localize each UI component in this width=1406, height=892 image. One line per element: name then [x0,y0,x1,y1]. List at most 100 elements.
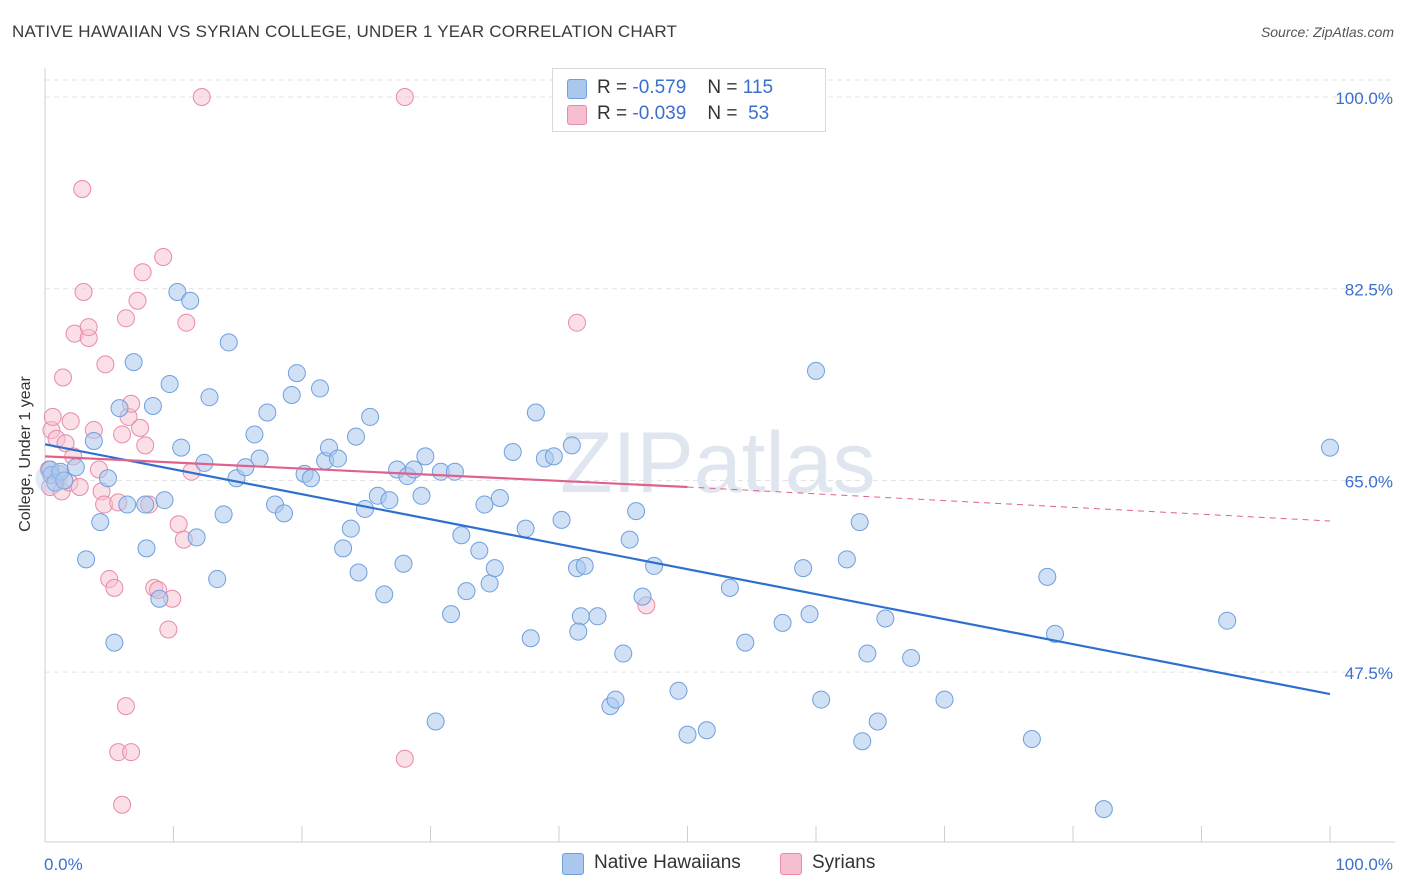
data-point-syrians [96,355,115,374]
data-point-native-hawaiians [426,712,445,731]
data-point-native-hawaiians [98,469,117,488]
r-label: R = [597,103,628,124]
data-point-native-hawaiians [346,427,365,446]
data-point-native-hawaiians [394,554,413,573]
data-point-syrians [395,88,414,106]
n-label: N = [707,103,738,124]
y-tick-label: 65.0% [1345,472,1393,491]
data-point-native-hawaiians [678,725,697,744]
data-point-native-hawaiians [155,491,174,510]
trend-line-syrians-extension [687,486,1331,522]
pink-swatch [780,853,802,875]
data-point-native-hawaiians [214,505,233,524]
data-point-native-hawaiians [773,613,792,632]
data-point-native-hawaiians [575,556,594,575]
data-point-native-hawaiians [853,732,872,751]
data-point-syrians [177,313,196,332]
data-point-syrians [105,578,124,597]
data-point-native-hawaiians [105,633,124,652]
data-point-native-hawaiians [150,589,169,608]
data-point-native-hawaiians [902,648,921,667]
data-point-syrians [154,247,173,266]
data-point-syrians [70,478,89,497]
data-point-syrians [136,436,155,455]
data-point-native-hawaiians [669,681,688,700]
data-point-syrians [128,291,147,310]
data-point-native-hawaiians [521,629,540,648]
data-point-native-hawaiians [282,386,301,404]
data-point-native-hawaiians [1094,800,1113,819]
data-point-native-hawaiians [1046,624,1065,643]
data-point-native-hawaiians [475,495,494,514]
n-value: 53 [748,103,770,124]
data-point-syrians [192,88,211,106]
source-credit: Source: ZipAtlas.com [1260,24,1394,40]
data-point-native-hawaiians [470,541,489,560]
data-point-native-hawaiians [544,447,563,466]
data-point-native-hawaiians [258,403,277,422]
data-point-native-hawaiians [807,361,825,380]
data-point-native-hawaiians [124,353,143,372]
data-point-native-hawaiians [110,399,129,418]
data-point-native-hawaiians [633,587,652,606]
data-point-native-hawaiians [1218,611,1237,630]
data-point-native-hawaiians [137,539,156,558]
data-point-native-hawaiians [172,438,191,457]
data-point-syrians [116,309,135,328]
data-point-native-hawaiians [84,432,103,451]
r-value: -0.579 [632,77,687,98]
data-point-native-hawaiians [697,721,716,740]
pink-swatch [567,105,587,125]
r-label: R = [597,77,628,98]
data-point-native-hawaiians [355,499,374,518]
data-point-native-hawaiians [858,644,877,663]
data-point-native-hawaiians [552,510,571,529]
n-value: 115 [742,77,774,98]
data-point-native-hawaiians [301,469,320,488]
x-tick-label: 0.0% [44,855,83,874]
data-point-native-hawaiians [645,556,664,575]
legend-label: Syrians [812,852,876,873]
data-point-syrians [131,418,150,437]
data-point-native-hawaiians [457,582,476,601]
data-point-native-hawaiians [412,486,431,505]
data-point-native-hawaiians [168,283,187,302]
watermark: ZIPatlas [560,415,875,511]
r-value: -0.039 [632,103,687,124]
trend-line-native-hawaiians [44,443,1331,696]
grid [45,79,1395,673]
axes [44,68,1395,843]
y-tick-label: 47.5% [1345,664,1393,683]
data-point-native-hawaiians [452,526,471,545]
y-tick-label: 100.0% [1335,89,1393,108]
data-point-native-hawaiians [287,364,306,383]
data-point-native-hawaiians [310,379,329,398]
data-point-native-hawaiians [136,495,155,514]
data-point-syrians [74,283,93,302]
data-point-native-hawaiians [349,563,368,582]
data-point-native-hawaiians [275,504,294,523]
blue-swatch [562,853,584,875]
data-point-native-hawaiians [1321,438,1339,457]
data-point-native-hawaiians [868,712,887,731]
data-point-native-hawaiians [66,458,85,477]
data-point-native-hawaiians [200,388,219,407]
data-point-native-hawaiians [334,539,353,558]
data-point-native-hawaiians [614,644,633,663]
data-point-native-hawaiians [562,436,581,455]
data-point-native-hawaiians [55,471,74,490]
trend-lines [44,443,1331,696]
data-point-native-hawaiians [1022,730,1041,749]
data-point-native-hawaiians [245,425,264,444]
data-point-native-hawaiians [208,570,227,589]
data-point-native-hawaiians [794,559,813,578]
data-point-native-hawaiians [442,605,461,624]
data-point-syrians [159,620,178,639]
data-point-native-hawaiians [1038,567,1057,586]
data-point-syrians [113,425,132,444]
native-hawaiians-points [35,283,1339,819]
data-point-native-hawaiians [181,291,200,310]
data-point-native-hawaiians [606,690,625,709]
data-point-native-hawaiians [160,375,179,394]
